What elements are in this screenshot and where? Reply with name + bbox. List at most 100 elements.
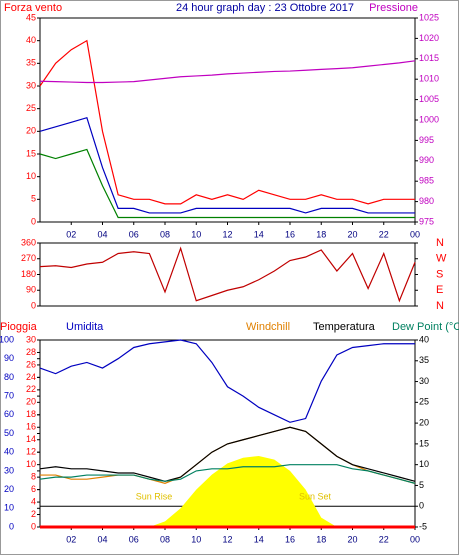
y2-tick-label: 30 [419, 376, 429, 386]
x-tick-label: 12 [222, 534, 232, 544]
x-tick-label: 18 [316, 229, 326, 239]
y-tick-label: 20 [26, 126, 36, 136]
rain-tick-label: 26 [26, 359, 36, 369]
rain-tick-label: 12 [26, 447, 36, 457]
legend-entry: Pioggia [0, 321, 38, 333]
y-tick-label: 60 [4, 409, 14, 419]
y2-tick-label: 40 [419, 334, 429, 344]
y-tick-label: 30 [26, 80, 36, 90]
x-tick-label: 20 [347, 534, 357, 544]
x-tick-label: 18 [316, 534, 326, 544]
annotation: Sun Rise [136, 491, 173, 501]
y2-tick-label: 15 [419, 438, 429, 448]
x-tick-label: 04 [97, 229, 107, 239]
rain-tick-label: 2 [31, 509, 36, 519]
y2-tick-label: 990 [419, 155, 434, 165]
y2-tick-label: 0 [419, 501, 424, 511]
y2-tick-label: 1020 [419, 33, 439, 43]
y2-tick-label: -5 [419, 521, 427, 531]
rain-tick-label: 4 [31, 496, 36, 506]
y2-tick-label: 20 [419, 417, 429, 427]
x-tick-label: 04 [97, 534, 107, 544]
series-line [39, 339, 415, 423]
x-tick-label: 10 [191, 534, 201, 544]
legend-entry: Windchill [246, 321, 290, 333]
plot-area [39, 17, 416, 223]
y-tick-label: 30 [4, 465, 14, 475]
y-tick-label: 10 [4, 503, 14, 513]
y2-tick-label: 5 [419, 480, 424, 490]
x-tick-label: 20 [347, 229, 357, 239]
x-tick-label: 08 [160, 229, 170, 239]
x-tick-label: 22 [379, 534, 389, 544]
y-tick-label: 15 [26, 148, 36, 158]
y2-tick-label: 35 [419, 355, 429, 365]
y-tick-label: 20 [4, 484, 14, 494]
y2-tick-label: 1010 [419, 74, 439, 84]
y2-tick-label: 10 [419, 459, 429, 469]
x-tick-label: 08 [160, 534, 170, 544]
y-tick-label: 5 [31, 194, 36, 204]
x-tick-label: 22 [379, 229, 389, 239]
y-tick-label: 0 [9, 521, 14, 531]
y-tick-label: 35 [26, 58, 36, 68]
pressure-label: Pressione [369, 2, 418, 14]
rain-tick-label: 30 [26, 334, 36, 344]
legend-entry: Temperatura [313, 321, 376, 333]
x-tick-label: 12 [222, 229, 232, 239]
x-tick-label: 00 [410, 229, 420, 239]
x-tick-label: 06 [129, 534, 139, 544]
y2-tick-label: 25 [419, 397, 429, 407]
x-tick-label: 02 [66, 229, 76, 239]
y-tick-label: 360 [21, 237, 36, 247]
x-tick-label: 16 [285, 229, 295, 239]
y-tick-label: 50 [4, 428, 14, 438]
y-tick-label: 90 [4, 353, 14, 363]
y-tick-label: 70 [4, 390, 14, 400]
y2-tick-label: N [436, 300, 444, 312]
rain-tick-label: 10 [26, 459, 36, 469]
y-tick-label: 180 [21, 269, 36, 279]
y-tick-label: 45 [26, 12, 36, 22]
series-line [39, 116, 415, 214]
legend-entry: Dew Point (°C [392, 321, 459, 333]
rain-tick-label: 24 [26, 372, 36, 382]
x-tick-label: 00 [410, 534, 420, 544]
y-tick-label: 100 [0, 334, 14, 344]
y-tick-label: 40 [26, 35, 36, 45]
series-line [39, 39, 415, 205]
series-line [39, 60, 416, 84]
y-tick-label: 80 [4, 372, 14, 382]
x-tick-label: 02 [66, 534, 76, 544]
series-line [39, 426, 416, 482]
x-tick-label: 14 [254, 534, 264, 544]
wind-label: Forza vento [4, 2, 62, 14]
rain-tick-label: 18 [26, 409, 36, 419]
rain-tick-label: 16 [26, 422, 36, 432]
plot-area [39, 242, 416, 307]
x-tick-label: 16 [285, 534, 295, 544]
series-line [39, 246, 416, 303]
rain-tick-label: 6 [31, 484, 36, 494]
y2-tick-label: N [436, 237, 444, 249]
y2-tick-label: 980 [419, 196, 434, 206]
y2-tick-label: 1000 [419, 114, 439, 124]
x-tick-label: 14 [254, 229, 264, 239]
legend-entry: Umidita [66, 321, 104, 333]
annotation: Sun Set [299, 491, 332, 501]
y-tick-label: 40 [4, 447, 14, 457]
y2-tick-label: S [436, 268, 443, 280]
y-tick-label: 270 [21, 253, 36, 263]
rain-tick-label: 28 [26, 347, 36, 357]
y-tick-label: 10 [26, 171, 36, 181]
y-tick-label: 90 [26, 285, 36, 295]
x-tick-label: 06 [129, 229, 139, 239]
y2-tick-label: 985 [419, 176, 434, 186]
y2-tick-label: 1015 [419, 53, 439, 63]
chart-title: 24 hour graph day : 23 Ottobre 2017 [176, 2, 354, 14]
series-line [39, 148, 415, 219]
y2-tick-label: 975 [419, 216, 434, 226]
rain-tick-label: 22 [26, 384, 36, 394]
y2-tick-label: E [436, 284, 443, 296]
